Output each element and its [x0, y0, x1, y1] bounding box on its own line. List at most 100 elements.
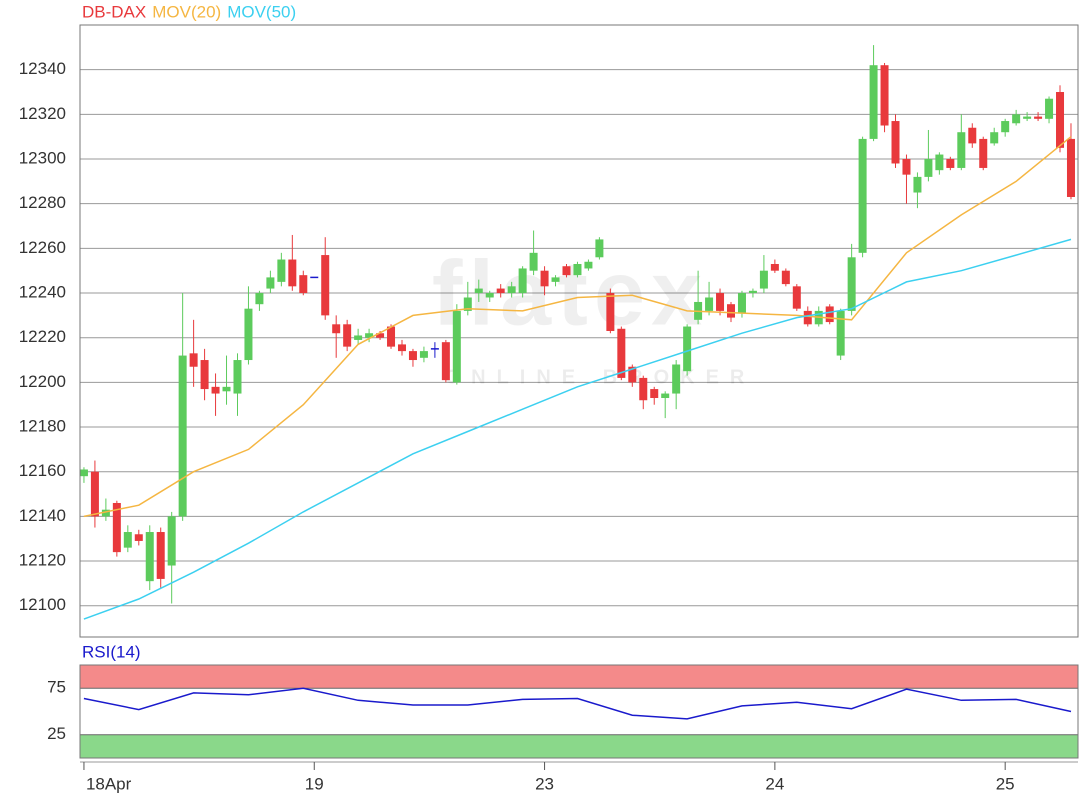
candle-body — [299, 275, 308, 294]
candle-body — [507, 286, 516, 294]
candle-body — [672, 364, 681, 394]
y-tick-label: 12140 — [19, 506, 66, 525]
candle-body — [1012, 114, 1021, 124]
candle-body — [178, 355, 187, 517]
candle-body — [1045, 98, 1054, 119]
candle-body — [485, 293, 494, 298]
candle-body — [255, 293, 264, 305]
y-tick-label: 12260 — [19, 238, 66, 257]
candle-body — [376, 333, 385, 338]
candle-body — [518, 268, 527, 294]
y-tick-label: 12180 — [19, 417, 66, 436]
candle-body — [836, 310, 845, 356]
plot-frame — [79, 24, 1079, 638]
candle-body — [343, 324, 352, 347]
y-tick-label: 12300 — [19, 148, 66, 167]
candle-body — [496, 288, 505, 294]
candle-body — [716, 293, 725, 311]
candle-body — [441, 342, 450, 381]
panel-title: RSI(14) — [82, 642, 141, 661]
watermark-sub: ONLINE BROKER — [445, 366, 756, 388]
candle-body — [134, 534, 143, 541]
candle-body — [387, 326, 396, 347]
y-tick-label: 12100 — [19, 595, 66, 614]
candle-body — [1066, 138, 1075, 197]
candle-body — [288, 259, 297, 287]
legend-entry: MOV(20) — [152, 2, 221, 21]
candle-body — [683, 326, 692, 372]
candle-body — [639, 377, 648, 401]
candle-body — [781, 270, 790, 285]
candle-body — [957, 132, 966, 168]
candle-body — [858, 138, 867, 253]
candle-body — [397, 344, 406, 352]
candle-body — [990, 132, 999, 144]
candle-body — [112, 502, 121, 553]
x-tick-label: 25 — [996, 774, 1015, 793]
candle-body — [365, 333, 374, 338]
candle-body — [979, 138, 988, 168]
candle-body — [1023, 116, 1032, 119]
plot-frame — [79, 664, 1079, 759]
candle-body — [913, 176, 922, 193]
candle-body — [474, 288, 483, 294]
candle-body — [825, 306, 834, 323]
candle-body — [902, 159, 911, 175]
candle-body — [803, 310, 812, 325]
candle-body — [551, 277, 560, 282]
candle-body — [705, 297, 714, 311]
y-tick-label: 12220 — [19, 327, 66, 346]
candle-body — [968, 127, 977, 144]
panel-title: DB-DAX — [82, 2, 146, 21]
candle-body — [266, 277, 275, 289]
x-tick-label: 18Apr — [86, 774, 132, 793]
candle-body — [748, 290, 757, 294]
lower-band — [80, 734, 1078, 758]
indicator-line — [83, 136, 1072, 518]
candle-body — [419, 351, 428, 358]
candle-body — [79, 469, 88, 477]
candle-body — [463, 297, 472, 311]
candle-body — [584, 261, 593, 269]
candle-body — [123, 532, 132, 548]
candle-body — [617, 328, 626, 378]
candle-body — [727, 304, 736, 318]
candle-body — [277, 259, 286, 282]
candle-body — [737, 293, 746, 314]
candle-body — [332, 324, 341, 334]
candle-body — [529, 252, 538, 271]
candle-body — [880, 65, 889, 126]
candle-body — [661, 393, 670, 399]
candle-body — [891, 121, 900, 164]
candle-body — [792, 286, 801, 309]
candle-body — [573, 263, 582, 276]
candle-body — [354, 335, 363, 340]
x-tick-label: 19 — [305, 774, 324, 793]
candle-body — [847, 257, 856, 311]
candle-body — [222, 386, 231, 392]
candle-body — [924, 159, 933, 177]
candle-body — [408, 351, 417, 361]
watermark: flatex — [432, 242, 708, 344]
legend-entry: MOV(50) — [227, 2, 296, 21]
candle-body — [606, 293, 615, 331]
candle-body — [628, 366, 637, 383]
indicator-line — [83, 238, 1072, 620]
x-tick-label: 24 — [765, 774, 784, 793]
candle-body — [233, 360, 242, 394]
x-tick-label: 23 — [535, 774, 554, 793]
candle-body — [101, 509, 110, 517]
candle-body — [90, 471, 99, 517]
candle-body — [770, 263, 779, 271]
candle-body — [321, 255, 330, 316]
candle-body — [1056, 92, 1065, 148]
y-tick-label: 12120 — [19, 551, 66, 570]
candle-body — [869, 65, 878, 139]
upper-band — [80, 665, 1078, 689]
candle-body — [156, 532, 165, 579]
candle-body — [759, 270, 768, 289]
candle-body — [595, 239, 604, 258]
candle-body — [935, 154, 944, 171]
y-tick-label: 25 — [47, 724, 66, 743]
indicator-line — [83, 687, 1072, 720]
